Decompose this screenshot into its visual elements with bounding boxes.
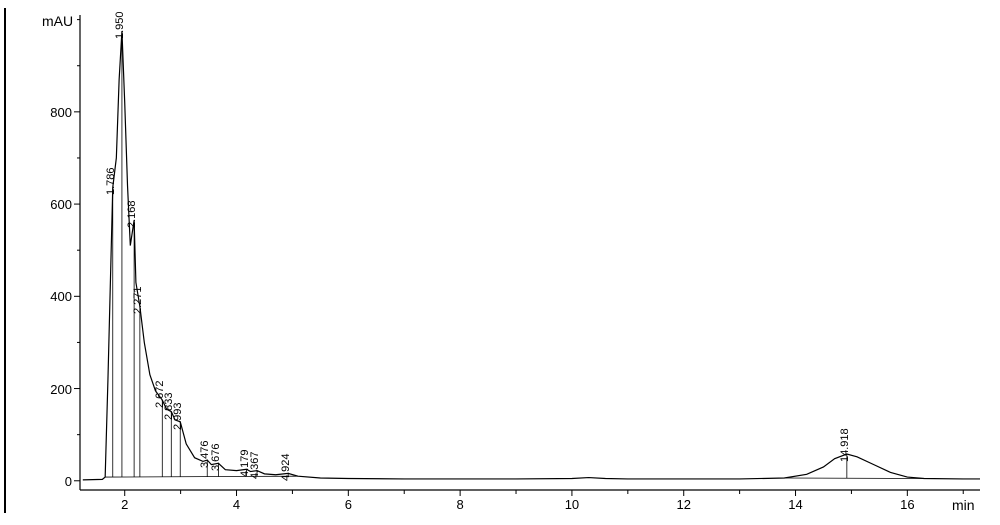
x-tick-label: 4 — [217, 497, 257, 512]
peak-label: 2.271 — [132, 287, 144, 315]
peak-label: 4.924 — [280, 454, 292, 482]
peak-label: 3.676 — [210, 444, 222, 472]
y-tick-label: 800 — [22, 105, 72, 120]
peak-label: 1.786 — [105, 168, 117, 196]
x-tick-label: 12 — [664, 497, 704, 512]
x-tick-label: 14 — [776, 497, 816, 512]
y-tick-label: 200 — [22, 382, 72, 397]
x-tick-label: 6 — [328, 497, 368, 512]
chromatogram-chart: mAU min 24681012141602004006008001.7861.… — [0, 0, 1000, 525]
peak-label: 1.950 — [114, 12, 126, 40]
y-tick-label: 400 — [22, 289, 72, 304]
x-tick-label: 10 — [552, 497, 592, 512]
peak-label: 14.918 — [839, 428, 851, 462]
x-tick-label: 8 — [440, 497, 480, 512]
peak-label: 2.168 — [126, 201, 138, 229]
y-tick-label: 0 — [22, 474, 72, 489]
peak-label: 2.993 — [172, 402, 184, 430]
x-tick-label: 16 — [887, 497, 927, 512]
peak-label: 4.367 — [249, 451, 261, 479]
y-tick-label: 600 — [22, 197, 72, 212]
x-tick-label: 2 — [105, 497, 145, 512]
